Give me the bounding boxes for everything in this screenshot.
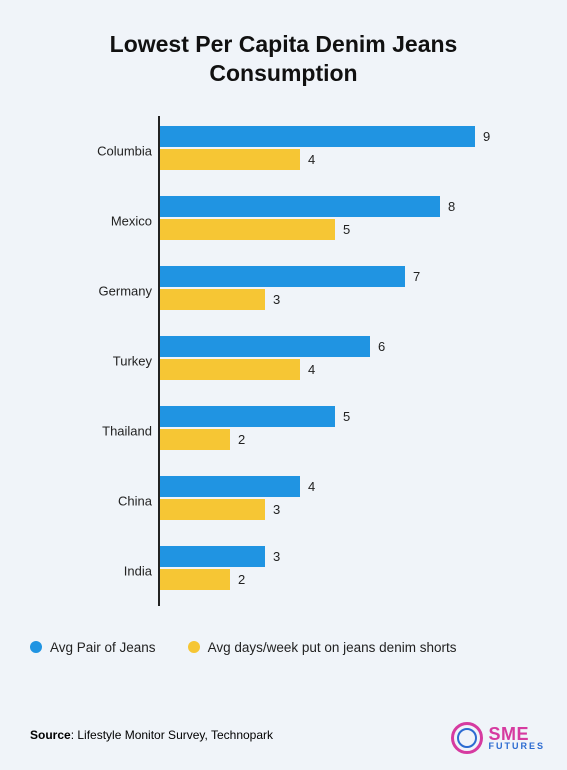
bar-value: 2 <box>238 572 245 587</box>
bar-days <box>160 219 335 240</box>
bar-jeans <box>160 406 335 427</box>
category-label: Thailand <box>18 423 152 438</box>
bar-value: 5 <box>343 222 350 237</box>
chart-title: Lowest Per Capita Denim Jeans Consumptio… <box>74 30 494 88</box>
bar-days <box>160 499 265 520</box>
category-group: India32 <box>60 536 547 606</box>
logo-icon <box>451 722 483 754</box>
legend: Avg Pair of Jeans Avg days/week put on je… <box>30 640 547 655</box>
category-group: China43 <box>60 466 547 536</box>
legend-label: Avg Pair of Jeans <box>50 640 156 655</box>
bar-chart: Columbia94Mexico85Germany73Turkey64Thail… <box>60 116 547 606</box>
source-text: : Lifestyle Monitor Survey, Technopark <box>71 728 273 742</box>
bar-value: 7 <box>413 269 420 284</box>
legend-label: Avg days/week put on jeans denim shorts <box>208 640 457 655</box>
legend-item: Avg Pair of Jeans <box>30 640 156 655</box>
bar-value: 8 <box>448 199 455 214</box>
brand-logo: SME FUTURES <box>451 722 546 754</box>
bar-jeans <box>160 196 440 217</box>
category-label: Mexico <box>18 213 152 228</box>
source-line: Source: Lifestyle Monitor Survey, Techno… <box>30 728 273 742</box>
bar-value: 9 <box>483 129 490 144</box>
bar-value: 4 <box>308 362 315 377</box>
bar-days <box>160 569 230 590</box>
bar-value: 5 <box>343 409 350 424</box>
category-label: Columbia <box>18 143 152 158</box>
legend-swatch <box>30 641 42 653</box>
category-group: Turkey64 <box>60 326 547 396</box>
bar-days <box>160 289 265 310</box>
category-label: China <box>18 493 152 508</box>
bar-days <box>160 429 230 450</box>
bar-jeans <box>160 546 265 567</box>
category-group: Mexico85 <box>60 186 547 256</box>
category-label: Germany <box>18 283 152 298</box>
logo-top: SME <box>489 726 546 742</box>
category-group: Germany73 <box>60 256 547 326</box>
category-group: Thailand52 <box>60 396 547 466</box>
bar-value: 3 <box>273 549 280 564</box>
bar-value: 4 <box>308 479 315 494</box>
bar-value: 2 <box>238 432 245 447</box>
bar-days <box>160 359 300 380</box>
bar-value: 3 <box>273 292 280 307</box>
bar-jeans <box>160 266 405 287</box>
bar-jeans <box>160 336 370 357</box>
bar-value: 3 <box>273 502 280 517</box>
category-label: India <box>18 563 152 578</box>
category-label: Turkey <box>18 353 152 368</box>
bar-jeans <box>160 126 475 147</box>
bar-jeans <box>160 476 300 497</box>
legend-swatch <box>188 641 200 653</box>
logo-bottom: FUTURES <box>489 742 546 750</box>
bar-days <box>160 149 300 170</box>
source-prefix: Source <box>30 728 71 742</box>
bar-value: 4 <box>308 152 315 167</box>
category-group: Columbia94 <box>60 116 547 186</box>
bar-value: 6 <box>378 339 385 354</box>
legend-item: Avg days/week put on jeans denim shorts <box>188 640 457 655</box>
